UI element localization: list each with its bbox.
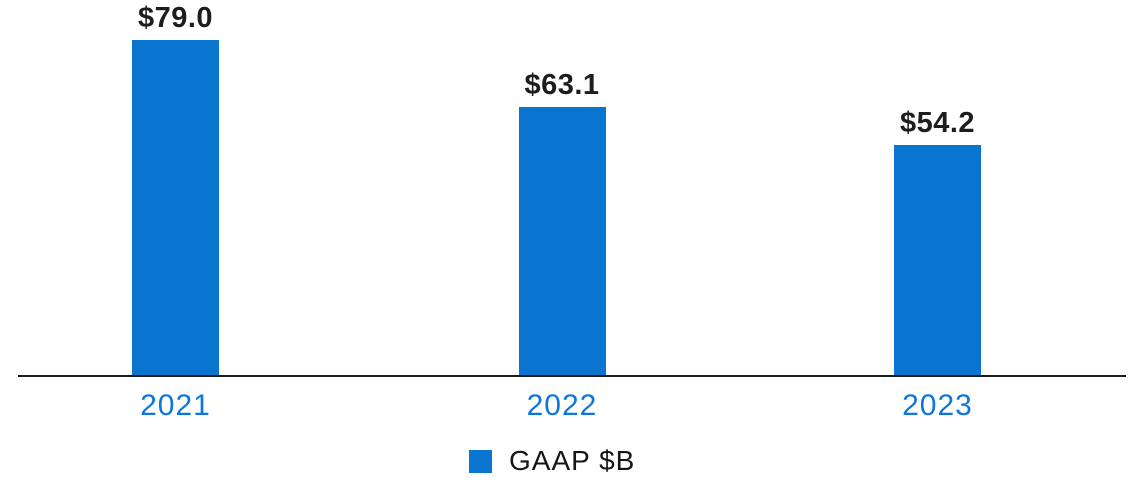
legend-label: GAAP $B — [509, 445, 636, 476]
x-axis-line — [18, 375, 1126, 377]
x-tick-label-2022: 2022 — [526, 389, 598, 422]
value-label-2022: $63.1 — [524, 69, 600, 101]
bar-2021 — [132, 40, 219, 375]
x-tick-label-2023: 2023 — [902, 389, 973, 422]
value-label-2023: $54.2 — [899, 107, 976, 139]
bar-2022 — [518, 107, 606, 375]
value-label-2021: $79.0 — [137, 2, 214, 34]
legend-swatch-icon — [469, 449, 492, 473]
legend: GAAP $B — [469, 445, 635, 477]
bar-2023 — [894, 145, 981, 375]
x-tick-label-2021: 2021 — [140, 389, 211, 422]
